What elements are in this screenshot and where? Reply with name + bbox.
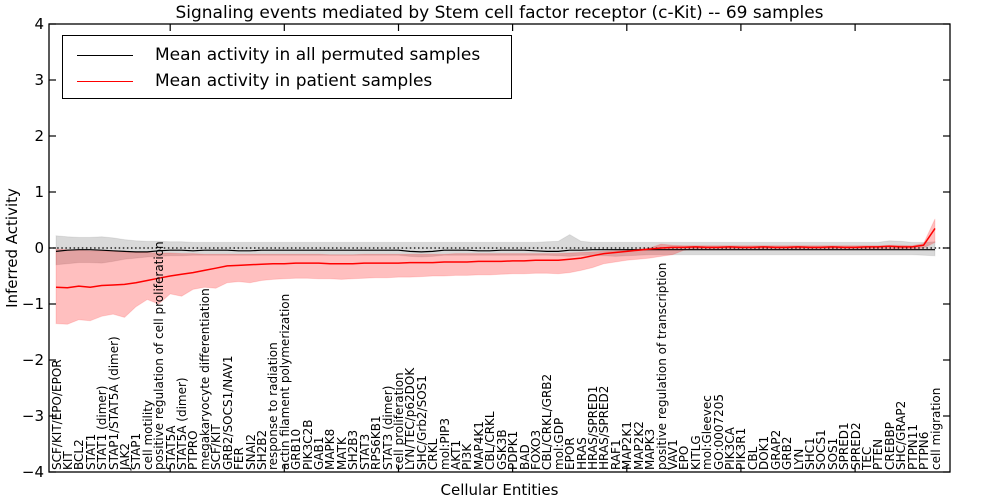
- x-tick-label: EPOR: [563, 437, 578, 470]
- y-tick-label: 0: [34, 239, 44, 257]
- x-tick-label: cell migration: [928, 387, 943, 470]
- x-tick-label: EPO: [677, 445, 692, 470]
- patient-range-band: [55, 218, 936, 325]
- y-tick-label: −2: [21, 351, 44, 369]
- x-tick-label: SHC/Grb2/SOS1: [414, 375, 429, 470]
- legend-label-patient: Mean activity in patient samples: [155, 71, 433, 91]
- x-tick-label: BAD: [517, 444, 532, 470]
- x-tick-label: GRAP2: [768, 429, 783, 470]
- x-tick-label: PTPN11: [905, 423, 920, 470]
- permuted-range-band: [55, 234, 936, 266]
- x-tick-label: STAP1/STAT5A (dimer): [106, 336, 121, 470]
- x-tick-label: HRAS/SPRED2: [597, 385, 612, 470]
- x-tick-label: PIK3C2B: [300, 419, 315, 470]
- legend-item-permuted: Mean activity in all permuted samples: [63, 42, 511, 68]
- legend-line-red-icon: [77, 80, 133, 82]
- legend-item-patient: Mean activity in patient samples: [63, 68, 511, 94]
- chart-title: Signaling events mediated by Stem cell f…: [175, 3, 824, 23]
- x-tick-label: mol:GDP: [551, 417, 566, 470]
- x-tick-label: GO:0007205: [711, 393, 726, 470]
- x-tick-label: GRB2/SOCS1/NAV1: [220, 355, 235, 470]
- y-tick-label: 1: [34, 183, 44, 201]
- legend-label-permuted: Mean activity in all permuted samples: [155, 45, 481, 65]
- x-tick-label: BCL2: [72, 439, 87, 470]
- y-tick-label: 2: [34, 127, 44, 145]
- x-tick-label: CBL/CRKL: [483, 411, 498, 470]
- x-tick-label: PIK3R1: [734, 427, 749, 470]
- y-tick-label: −1: [21, 295, 44, 313]
- x-tick-label: GRB2: [780, 436, 795, 470]
- y-tick-label: −3: [21, 407, 44, 425]
- y-axis-title: Inferred Activity: [3, 188, 21, 308]
- x-tick-label: DOK1: [757, 435, 772, 470]
- legend: Mean activity in all permuted samples Me…: [62, 35, 512, 99]
- x-tick-label: GSK3B: [494, 429, 509, 470]
- plot-border: [48, 23, 951, 473]
- x-tick-label: SOCS1: [814, 429, 829, 470]
- x-tick-label: MAPK8: [323, 428, 338, 470]
- x-tick-label: PDPK1: [506, 430, 521, 470]
- y-tick-label: 4: [34, 15, 44, 33]
- x-tick-label: SNAI2: [243, 434, 258, 470]
- x-tick-label: SPRED2: [848, 422, 863, 470]
- series-line-permuted: [55, 249, 935, 253]
- legend-line-black-icon: [77, 54, 133, 56]
- x-tick-label: SH2B3: [346, 429, 361, 470]
- series-line-patient: [55, 227, 936, 289]
- x-tick-label: positive regulation of transcription: [654, 262, 669, 470]
- x-tick-label: MAP2K2: [631, 421, 646, 470]
- x-tick-label: mol:PIP3: [437, 417, 452, 470]
- x-tick-label: actin filament polymerization: [277, 293, 292, 470]
- y-tick-label: 3: [34, 71, 44, 89]
- x-axis-title: Cellular Entities: [440, 481, 559, 499]
- x-tick-label: FER: [232, 447, 247, 470]
- x-tick-label: positive regulation of cell proliferatio…: [152, 241, 167, 470]
- x-tick-label: SCF/KIT/EPO/EPOR: [49, 359, 64, 470]
- y-tick-label: −4: [21, 463, 44, 481]
- x-tick-label: LYN: [791, 448, 806, 470]
